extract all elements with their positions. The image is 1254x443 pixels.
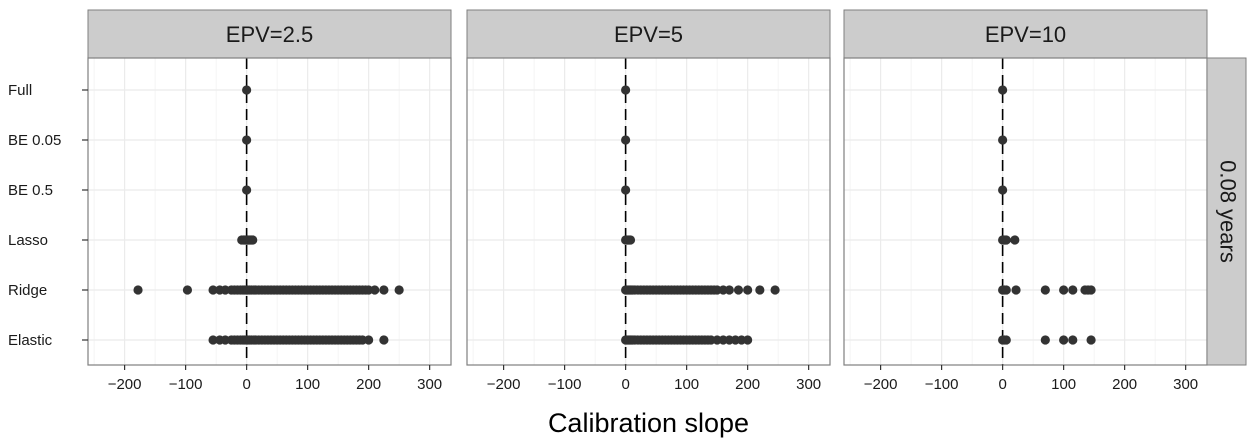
facet-strip	[466, 9, 831, 59]
facet-strip	[87, 9, 452, 59]
x-tick-label: −100	[925, 376, 959, 393]
data-point	[743, 335, 753, 345]
x-tick-label: 200	[735, 376, 760, 393]
facet-strip-label: EPV=10	[985, 22, 1066, 47]
y-tick-label: BE 0.5	[8, 182, 53, 199]
data-point	[998, 185, 1008, 195]
x-axis-title: Calibration slope	[548, 408, 749, 438]
data-point	[625, 235, 636, 245]
data-point	[1059, 285, 1069, 295]
data-point	[1001, 285, 1011, 295]
y-tick-label: Ridge	[8, 282, 47, 299]
facet-row-strip	[1206, 57, 1247, 366]
data-point	[770, 285, 780, 295]
x-tick-label: 300	[417, 376, 442, 393]
data-point	[743, 285, 753, 295]
data-point	[998, 135, 1008, 145]
data-point	[724, 285, 734, 295]
data-point	[133, 285, 143, 295]
data-point	[621, 185, 631, 195]
x-tick-label: −200	[108, 376, 142, 393]
panel-2: EPV=5 −200 −100 0 100 200 300	[466, 9, 831, 393]
x-tick-label: 0	[621, 376, 629, 393]
data-point	[755, 285, 765, 295]
x-tick-label: 0	[242, 376, 250, 393]
x-tick-label: 300	[796, 376, 821, 393]
data-point	[1010, 235, 1020, 245]
data-point	[394, 285, 404, 295]
panel-background	[88, 58, 451, 365]
data-point	[248, 235, 258, 245]
data-point	[1001, 335, 1011, 345]
x-tick-label: −200	[487, 376, 521, 393]
data-point	[1059, 335, 1069, 345]
x-tick-label: −200	[864, 376, 898, 393]
data-point	[621, 85, 631, 95]
data-point	[208, 285, 218, 295]
y-tick-label: Lasso	[8, 232, 48, 249]
data-point	[370, 285, 380, 295]
data-point	[242, 135, 252, 145]
data-point	[1086, 285, 1096, 295]
panel-border	[466, 57, 831, 366]
data-point	[1068, 285, 1078, 295]
data-point	[1086, 335, 1096, 345]
x-tick-label: 100	[674, 376, 699, 393]
x-tick-label: 100	[295, 376, 320, 393]
facet-row-label: 0.08 years	[1216, 160, 1241, 263]
y-tick-label: Full	[8, 82, 32, 99]
y-tick-label: BE 0.05	[8, 132, 61, 149]
data-point	[1040, 285, 1050, 295]
facet-strip-label: EPV=5	[614, 22, 683, 47]
data-point	[1068, 335, 1078, 345]
x-tick-label: 300	[1173, 376, 1198, 393]
x-tick-label: 200	[356, 376, 381, 393]
data-point	[621, 135, 631, 145]
data-point	[182, 285, 193, 295]
panel-background	[467, 58, 830, 365]
data-point	[242, 185, 252, 195]
data-point	[998, 85, 1008, 95]
data-point	[208, 335, 218, 345]
data-point	[733, 285, 744, 295]
x-tick-label: −100	[548, 376, 582, 393]
data-point	[379, 335, 389, 345]
x-tick-label: 100	[1051, 376, 1076, 393]
panel-border	[87, 57, 452, 366]
panel-background	[844, 58, 1207, 365]
panel-1: EPV=2.5 −200 −100 0 100 200 300	[87, 9, 452, 393]
x-tick-label: 0	[998, 376, 1006, 393]
panel-3: EPV=10 −200 −100 0 100 200 300	[843, 9, 1208, 393]
data-point	[242, 85, 252, 95]
x-tick-label: −100	[169, 376, 203, 393]
data-point	[364, 335, 374, 345]
y-tick-label: Elastic	[8, 332, 53, 349]
data-point	[1001, 235, 1011, 245]
data-point	[1040, 335, 1050, 345]
facet-strip-label: EPV=2.5	[226, 22, 313, 47]
x-tick-label: 200	[1112, 376, 1137, 393]
data-point	[379, 285, 389, 295]
data-point	[1011, 285, 1021, 295]
